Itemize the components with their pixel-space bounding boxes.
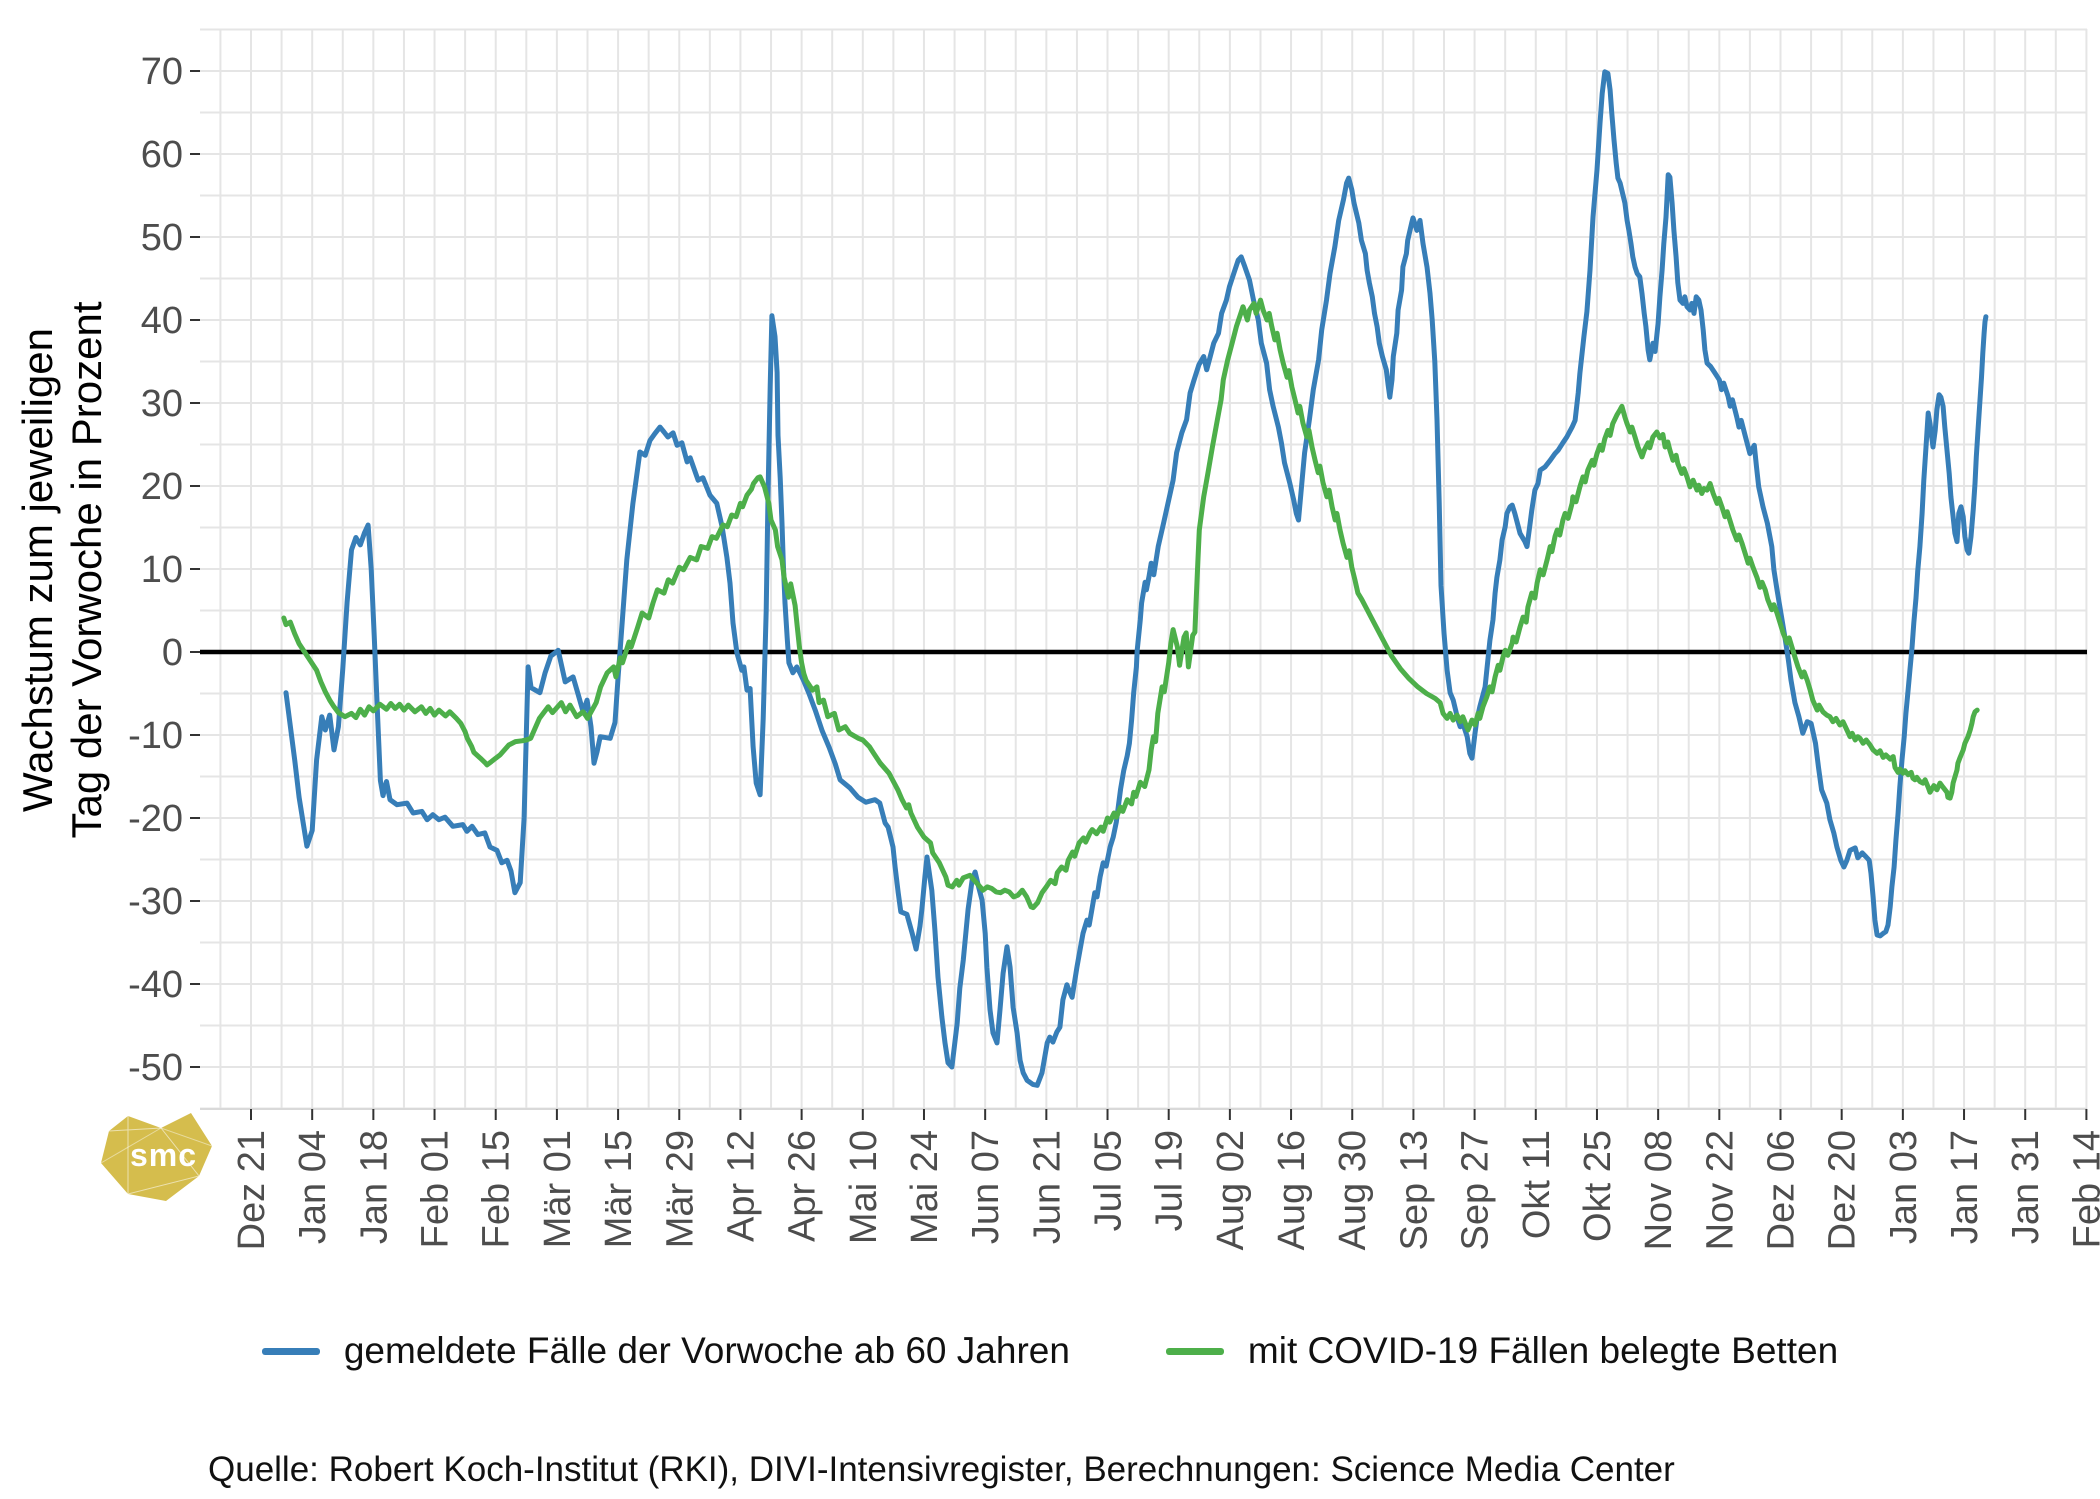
y-tick-label: 0 <box>162 632 183 674</box>
y-tick-labels: 70 60 50 40 30 20 10 0 -10 -20 -30 -40 -50 <box>128 51 183 1089</box>
legend-label-cases: gemeldete Fälle der Vorwoche ab 60 Jahre… <box>343 1330 1070 1371</box>
x-tick-label: Feb 01 <box>415 1130 457 1248</box>
legend-item-cases: gemeldete Fälle der Vorwoche ab 60 Jahre… <box>261 1330 1070 1372</box>
x-tick-label: Mai 10 <box>843 1130 885 1244</box>
x-tick-label: Dez 20 <box>1822 1130 1864 1250</box>
legend-swatch-green <box>1165 1347 1224 1355</box>
x-tick-label: Jan 31 <box>2005 1130 2047 1244</box>
x-tick-label: Jul 05 <box>1088 1130 1130 1231</box>
y-tick-label: -40 <box>128 964 183 1006</box>
x-tick-label: Dez 21 <box>231 1130 273 1250</box>
y-tick-label: -50 <box>128 1047 183 1089</box>
y-axis-title-line2: Tag der Vorwoche in Prozent <box>63 301 110 838</box>
x-tick-label: Nov 08 <box>1638 1130 1680 1250</box>
x-tick-label: Jan 03 <box>1883 1130 1925 1244</box>
y-tick-label: 30 <box>141 383 183 425</box>
x-tick-label: Sep 13 <box>1393 1130 1435 1250</box>
x-tick-label: Mär 01 <box>537 1130 579 1248</box>
legend-item-beds: mit COVID-19 Fällen belegte Betten <box>1165 1330 1839 1372</box>
x-tick-label: Jan 17 <box>1944 1130 1986 1244</box>
x-tick-label: Aug 16 <box>1271 1130 1313 1250</box>
x-tick-label: Feb 14 <box>2066 1130 2100 1248</box>
x-tick-label: Jul 19 <box>1149 1130 1191 1231</box>
x-tick-label: Apr 26 <box>782 1130 824 1242</box>
x-tick-label: Jun 07 <box>965 1130 1007 1244</box>
y-tick-label: 70 <box>141 51 183 93</box>
series-line-cases-blue <box>283 69 1989 1088</box>
x-tick-label: Okt 25 <box>1577 1130 1619 1242</box>
y-tick-label: 50 <box>141 217 183 259</box>
x-tick-label: Okt 11 <box>1516 1130 1558 1239</box>
smc-logo-shape <box>101 1113 212 1201</box>
y-tick-label: -20 <box>128 798 183 840</box>
smc-logo-text: smc <box>130 1137 197 1173</box>
x-tick-label: Sep 27 <box>1455 1130 1497 1250</box>
source-text: Quelle: Robert Koch-Institut (RKI), DIVI… <box>208 1450 1675 1489</box>
x-tick-label: Aug 30 <box>1332 1130 1374 1250</box>
x-tick-label: Mai 24 <box>904 1130 946 1244</box>
x-tick-label: Dez 06 <box>1761 1130 1803 1250</box>
x-tick-label: Mär 29 <box>659 1130 701 1248</box>
x-tick-label: Jan 04 <box>292 1130 334 1244</box>
x-tick-label: Feb 15 <box>476 1130 518 1248</box>
y-tick-label: -30 <box>128 881 183 923</box>
x-tick-label: Jun 21 <box>1026 1130 1068 1244</box>
y-tick-label: 10 <box>141 549 183 591</box>
legend-swatch-blue <box>261 1347 320 1355</box>
x-tick-label: Mär 15 <box>598 1130 640 1248</box>
series-lines <box>281 69 1989 1088</box>
legend-label-beds: mit COVID-19 Fällen belegte Betten <box>1247 1330 1839 1371</box>
x-tick-label: Nov 22 <box>1699 1130 1741 1250</box>
gridlines <box>200 28 2088 1110</box>
x-tick-labels: Dez 21 Jan 04 Jan 18 Feb 01 Feb 15 Mär 01 Mär … <box>231 1130 2100 1250</box>
smc-logo: smc <box>100 1113 213 1201</box>
x-tick-label: Aug 02 <box>1210 1130 1252 1250</box>
y-axis-title-line1: Wachstum zum jeweiligen <box>14 328 61 812</box>
legend: gemeldete Fälle der Vorwoche ab 60 Jahre… <box>0 1330 2100 1372</box>
y-tick-label: 20 <box>141 466 183 508</box>
x-tick-label: Jan 18 <box>353 1130 395 1244</box>
series-line-beds-green <box>281 297 1980 911</box>
x-tick-label: Apr 12 <box>720 1130 762 1242</box>
y-tick-label: 40 <box>141 300 183 342</box>
axis-ticks <box>190 70 2088 1120</box>
y-tick-label: -10 <box>128 715 183 757</box>
y-tick-label: 60 <box>141 134 183 176</box>
